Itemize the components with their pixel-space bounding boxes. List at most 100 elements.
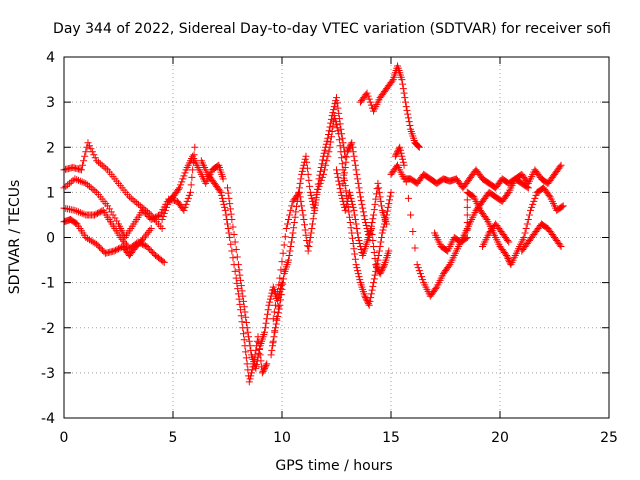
data-point-marker — [290, 224, 298, 232]
data-point-marker — [159, 257, 167, 265]
data-point-marker — [160, 209, 168, 217]
data-point-marker — [307, 191, 315, 199]
data-point-marker — [331, 115, 339, 123]
data-point-marker — [77, 166, 85, 174]
data-point-marker — [301, 226, 309, 234]
data-point-marker — [225, 194, 233, 202]
data-point-marker — [71, 175, 79, 183]
data-point-marker — [521, 229, 529, 237]
data-point-marker — [303, 242, 311, 250]
data-point-marker — [141, 209, 149, 217]
data-point-marker — [370, 275, 378, 283]
data-point-marker — [91, 154, 99, 162]
data-point-marker — [238, 287, 246, 295]
data-point-marker — [362, 218, 370, 226]
data-point-marker — [65, 179, 73, 187]
data-point-marker — [241, 308, 249, 316]
data-point-marker — [347, 140, 355, 148]
data-point-marker — [71, 206, 79, 214]
data-point-marker — [294, 190, 302, 198]
data-point-marker — [84, 181, 92, 189]
data-point-marker — [385, 200, 393, 208]
data-point-marker — [162, 203, 170, 211]
data-point-marker — [374, 256, 382, 264]
data-point-marker — [242, 354, 250, 362]
data-point-marker — [398, 152, 406, 160]
data-point-marker — [247, 372, 255, 380]
data-point-marker — [277, 296, 285, 304]
data-point-marker — [100, 163, 108, 171]
data-point-marker — [279, 275, 287, 283]
data-point-marker — [228, 247, 236, 255]
data-point-marker — [226, 200, 234, 208]
data-point-marker — [329, 122, 337, 130]
data-point-marker — [335, 130, 343, 138]
data-point-marker — [298, 170, 306, 178]
data-point-marker — [362, 221, 370, 229]
data-point-marker — [216, 187, 224, 195]
data-point-marker — [404, 114, 412, 122]
data-point-marker — [415, 143, 423, 151]
data-point-marker — [346, 213, 354, 221]
data-point-marker — [348, 197, 356, 205]
data-point-marker — [236, 300, 244, 308]
data-point-marker — [352, 166, 360, 174]
data-point-marker — [556, 163, 564, 171]
data-point-marker — [367, 222, 375, 230]
data-point-marker — [295, 188, 303, 196]
data-point-marker — [263, 360, 271, 368]
data-point-marker — [397, 149, 405, 157]
data-point-marker — [309, 215, 317, 223]
data-point-marker — [367, 294, 375, 302]
data-point-marker — [311, 199, 319, 207]
data-point-marker — [338, 154, 346, 162]
data-point-marker — [268, 289, 276, 297]
data-point-marker — [557, 243, 565, 251]
data-point-marker — [180, 206, 188, 214]
data-point-marker — [504, 190, 512, 198]
data-point-marker — [523, 220, 531, 228]
data-point-marker — [385, 247, 393, 255]
data-point-marker — [372, 190, 380, 198]
data-point-marker — [386, 192, 394, 200]
data-point-marker — [246, 375, 254, 383]
data-point-marker — [96, 160, 104, 168]
data-point-marker — [324, 152, 332, 160]
data-point-marker — [245, 333, 253, 341]
data-point-marker — [356, 188, 364, 196]
data-point-marker — [300, 215, 308, 223]
data-point-marker — [226, 205, 234, 213]
data-point-marker — [315, 182, 323, 190]
data-point-marker — [348, 139, 356, 147]
y-tick-label: 2 — [46, 140, 55, 156]
data-point-marker — [221, 206, 229, 214]
data-point-marker — [299, 211, 307, 219]
data-point-marker — [303, 237, 311, 245]
data-point-marker — [523, 183, 531, 191]
data-point-marker — [339, 139, 347, 147]
data-point-marker — [337, 188, 345, 196]
data-point-marker — [146, 246, 154, 254]
data-point-marker — [261, 363, 269, 371]
data-point-marker — [387, 188, 395, 196]
data-point-marker — [246, 342, 254, 350]
data-point-marker — [532, 191, 540, 199]
data-point-marker — [317, 167, 325, 175]
data-point-marker — [353, 170, 361, 178]
data-point-marker — [399, 80, 407, 88]
data-point-marker — [335, 136, 343, 144]
data-point-marker — [110, 247, 118, 255]
data-point-marker — [505, 238, 513, 246]
data-point-marker — [267, 351, 275, 359]
data-point-marker — [319, 170, 327, 178]
data-point-marker — [183, 197, 191, 205]
data-point-marker — [374, 179, 382, 187]
data-point-marker — [140, 241, 148, 249]
data-point-marker — [258, 369, 266, 377]
data-point-marker — [334, 127, 342, 135]
data-point-marker — [352, 261, 360, 269]
data-point-marker — [277, 291, 285, 299]
data-point-marker — [262, 361, 270, 369]
data-point-marker — [76, 209, 84, 217]
data-point-marker — [91, 211, 99, 219]
